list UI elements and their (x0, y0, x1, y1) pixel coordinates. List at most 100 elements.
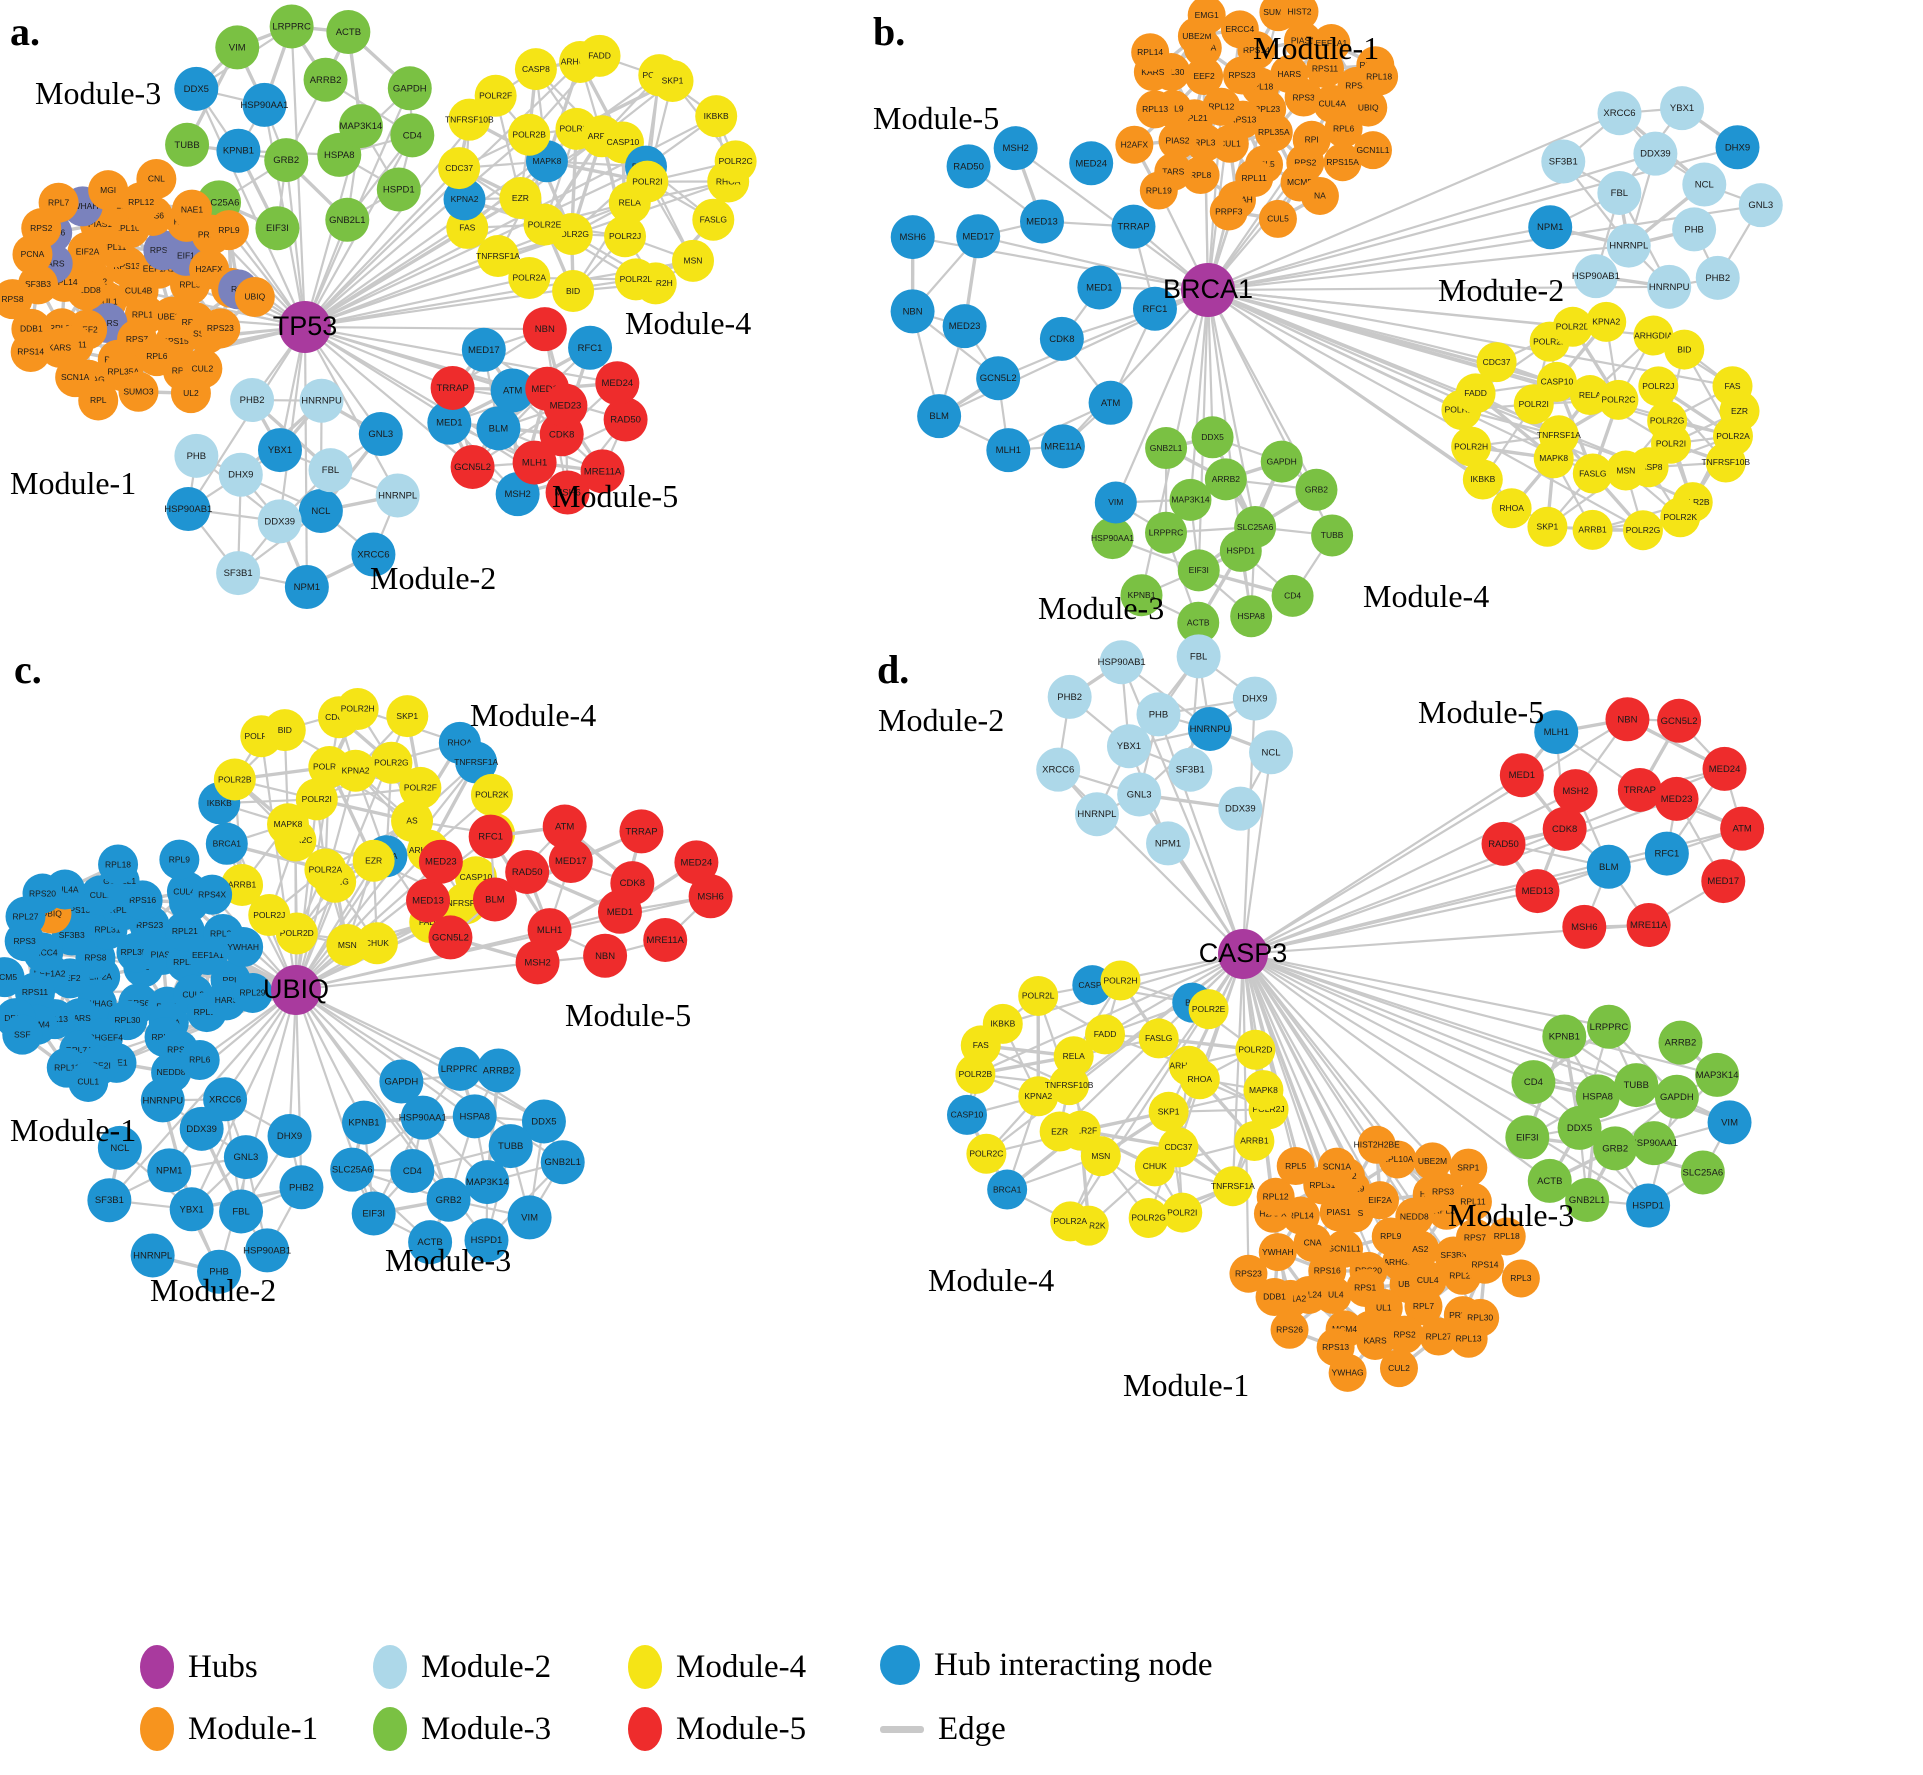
network-node[interactable]: POLR2I (1162, 1192, 1203, 1233)
network-node[interactable]: POLR2H (1451, 426, 1492, 467)
network-node[interactable]: TUBB (165, 122, 210, 167)
network-node[interactable]: BRCA1 (205, 822, 248, 865)
network-node[interactable]: VIM (507, 1195, 552, 1240)
network-node[interactable]: GNL3 (223, 1135, 268, 1180)
network-node[interactable]: SLC25A6 (1680, 1150, 1725, 1195)
network-node[interactable]: MED23 (942, 304, 987, 349)
network-node[interactable]: RPL19 (1139, 171, 1178, 210)
network-node[interactable]: NCL (1682, 162, 1727, 207)
network-node[interactable]: MED17 (956, 214, 1001, 259)
network-node[interactable]: FBL (308, 448, 353, 493)
network-node[interactable]: SF3B1 (216, 551, 261, 596)
network-node[interactable]: SLC25A6 (1234, 506, 1277, 549)
network-node[interactable]: BID (1664, 329, 1705, 370)
network-node[interactable]: KPNA2 (334, 749, 377, 792)
network-node[interactable]: CD4 (390, 113, 435, 158)
network-node[interactable]: YBX1 (1660, 86, 1705, 131)
network-node[interactable]: DHX9 (267, 1114, 312, 1159)
network-node[interactable]: MGI (88, 170, 129, 211)
network-node[interactable]: H2AFX (1115, 125, 1154, 164)
network-node[interactable]: IKBKB (695, 95, 738, 138)
network-node[interactable]: SF3B1 (87, 1178, 132, 1223)
network-node[interactable]: CHUK (1134, 1146, 1175, 1187)
network-node[interactable]: VIM (215, 25, 260, 70)
network-node[interactable]: LRPPRC (1586, 1004, 1631, 1049)
network-node[interactable]: GAPDH (387, 66, 432, 111)
network-node[interactable]: POLR2K (1660, 497, 1701, 538)
network-node[interactable]: SKP1 (1148, 1091, 1189, 1132)
network-node[interactable]: LRPPRC (269, 4, 314, 49)
network-node[interactable]: RPL35A (1254, 113, 1293, 152)
network-node[interactable]: RPS20 (22, 873, 63, 914)
network-node[interactable]: MSN (672, 239, 715, 282)
network-node[interactable]: MRE11A (1626, 903, 1671, 948)
network-node[interactable]: TRRAP (1617, 767, 1662, 812)
network-node[interactable]: RPL (78, 380, 119, 421)
network-node[interactable]: CNL (136, 158, 177, 199)
network-node[interactable]: BLM (476, 406, 521, 451)
network-node[interactable]: NCL (298, 489, 343, 534)
network-node[interactable]: MLH1 (512, 440, 557, 485)
network-node[interactable]: GRB2 (1295, 468, 1338, 511)
network-node[interactable]: POLR2B (213, 758, 256, 801)
network-node[interactable]: TNFRSF1A (1211, 1166, 1255, 1207)
network-node[interactable]: SSF (2, 1014, 43, 1055)
network-node[interactable]: HNRNPL (375, 473, 420, 518)
network-node[interactable]: POLR2H (336, 687, 379, 730)
network-node[interactable]: MED17 (1701, 859, 1746, 904)
network-node[interactable]: GCN5L2 (976, 356, 1021, 401)
network-node[interactable]: GNB2L1 (325, 197, 370, 242)
network-node[interactable]: FASLG (1572, 453, 1613, 494)
network-node[interactable]: HSPA8 (452, 1094, 497, 1139)
network-node[interactable]: SCN1A (1317, 1147, 1356, 1186)
network-node[interactable]: BRCA1 (987, 1169, 1028, 1210)
network-node[interactable]: MAP3K14 (1169, 478, 1212, 521)
network-node[interactable]: PHB (174, 433, 219, 478)
network-node[interactable]: GAPDH (1260, 440, 1303, 483)
network-node[interactable]: RPL9 (159, 839, 200, 880)
network-node[interactable]: GNL3 (358, 412, 403, 457)
network-node[interactable]: TUBB (1311, 514, 1354, 557)
network-node[interactable]: RFC1 (468, 814, 513, 859)
network-node[interactable]: PHB (1672, 207, 1717, 252)
network-node[interactable]: MSH2 (993, 126, 1038, 171)
network-node[interactable]: NBN (583, 933, 628, 978)
network-node[interactable]: CD4 (390, 1149, 435, 1194)
network-node[interactable]: ARRB1 (1234, 1120, 1275, 1161)
network-node[interactable]: SUMO3 (118, 371, 159, 412)
network-node[interactable]: PRPF3 (1209, 192, 1248, 231)
network-node[interactable]: ARRB2 (303, 57, 348, 102)
network-node[interactable]: RPS14 (10, 331, 51, 372)
network-node[interactable]: MAP3K14 (465, 1160, 510, 1205)
network-node[interactable]: POLR2J (1638, 366, 1679, 407)
network-node[interactable]: GNL3 (1738, 183, 1783, 228)
network-node[interactable]: MSH2 (1553, 769, 1598, 814)
network-node[interactable]: YBX1 (257, 428, 302, 473)
network-node[interactable]: MED24 (1069, 141, 1114, 186)
network-node[interactable]: SLC25A6 (330, 1147, 375, 1192)
network-node[interactable]: UL2 (170, 373, 211, 414)
network-node[interactable]: LRPPRC (438, 1046, 483, 1091)
network-node[interactable]: MRE11A (1040, 424, 1085, 469)
network-node[interactable]: GRB2 (264, 138, 309, 183)
network-node[interactable]: MAPK8 (1243, 1070, 1284, 1111)
network-node[interactable]: ATM (1720, 806, 1765, 851)
network-node[interactable]: POLR2G (1622, 510, 1663, 551)
network-node[interactable]: TRRAP (1111, 204, 1156, 249)
network-node[interactable]: NCL (1249, 730, 1294, 775)
network-node[interactable]: POLR2K (470, 773, 513, 816)
network-node[interactable]: SKP1 (651, 59, 694, 102)
network-node[interactable]: PHB2 (1695, 255, 1740, 300)
network-node[interactable]: MAP3K14 (338, 104, 383, 149)
network-node[interactable]: GNB2L1 (1145, 427, 1188, 470)
network-node[interactable]: ARRB1 (1572, 509, 1613, 550)
network-node[interactable]: MED1 (1499, 753, 1544, 798)
network-node[interactable]: DDX39 (1633, 131, 1678, 176)
network-node[interactable]: HSP90AA1 (240, 82, 288, 127)
network-node[interactable]: RPL5 (1276, 1147, 1315, 1186)
network-node[interactable]: HNRNPU (1647, 264, 1692, 309)
network-node[interactable]: XRCC6 (1036, 747, 1081, 792)
network-node[interactable]: MED23 (418, 839, 463, 884)
network-node[interactable]: HNRNPL (1074, 792, 1119, 837)
network-node[interactable]: TUBB (1614, 1063, 1659, 1108)
